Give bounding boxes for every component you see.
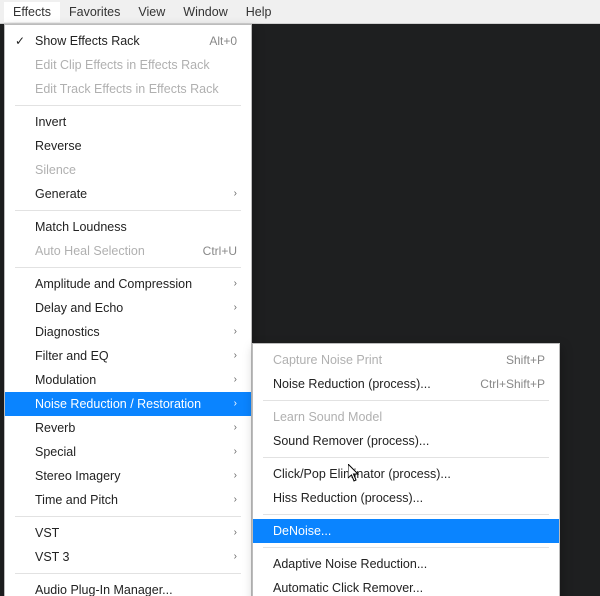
noise-submenu-item-label: Automatic Click Remover... xyxy=(273,579,423,596)
effects-menu-item[interactable]: Diagnostics › xyxy=(5,320,251,344)
effects-menu-separator xyxy=(15,516,241,517)
noise-submenu-item-label: Capture Noise Print xyxy=(273,351,382,369)
effects-menu-item[interactable]: Modulation › xyxy=(5,368,251,392)
effects-menu-item-label: Show Effects Rack xyxy=(35,32,140,50)
effects-menu-item-label: Reverb xyxy=(35,419,75,437)
shortcut-label: Shift+P xyxy=(506,351,545,369)
effects-menu-item-label: Reverse xyxy=(35,137,82,155)
submenu-arrow-icon: › xyxy=(234,323,237,341)
effects-menu-item-label: Stereo Imagery xyxy=(35,467,120,485)
noise-reduction-submenu: Capture Noise Print Shift+P Noise Reductio… xyxy=(252,343,560,596)
noise-submenu-item: Capture Noise Print Shift+P xyxy=(253,348,559,372)
noise-submenu-item[interactable]: DeNoise... xyxy=(253,519,559,543)
submenu-arrow-icon: › xyxy=(234,185,237,203)
effects-menu-separator xyxy=(15,105,241,106)
effects-menu-item[interactable]: Match Loudness xyxy=(5,215,251,239)
effects-menu-item[interactable]: Amplitude and Compression › xyxy=(5,272,251,296)
noise-submenu-item-label: Hiss Reduction (process)... xyxy=(273,489,423,507)
effects-menu-item: Silence xyxy=(5,158,251,182)
effects-menu-item[interactable]: VST › xyxy=(5,521,251,545)
submenu-arrow-icon: › xyxy=(234,275,237,293)
effects-menu-item[interactable]: Show Effects Rack Alt+0 xyxy=(5,29,251,53)
noise-submenu-separator xyxy=(263,514,549,515)
effects-menu-item[interactable]: VST 3 › xyxy=(5,545,251,569)
noise-submenu-item[interactable]: Hiss Reduction (process)... xyxy=(253,486,559,510)
effects-menu-item: Auto Heal Selection Ctrl+U xyxy=(5,239,251,263)
menubar-item-effects[interactable]: Effects xyxy=(4,2,60,22)
effects-menu-item[interactable]: Noise Reduction / Restoration › xyxy=(5,392,251,416)
submenu-arrow-icon: › xyxy=(234,467,237,485)
noise-submenu-item[interactable]: Noise Reduction (process)... Ctrl+Shift+P xyxy=(253,372,559,396)
shortcut-label: Alt+0 xyxy=(209,32,237,50)
effects-menu-item: Edit Track Effects in Effects Rack xyxy=(5,77,251,101)
effects-menu-item: Edit Clip Effects in Effects Rack xyxy=(5,53,251,77)
effects-menu-item-label: Edit Clip Effects in Effects Rack xyxy=(35,56,210,74)
effects-menu-separator xyxy=(15,573,241,574)
noise-submenu-item-label: Learn Sound Model xyxy=(273,408,382,426)
effects-menu-item-label: Noise Reduction / Restoration xyxy=(35,395,201,413)
effects-menu-separator xyxy=(15,267,241,268)
effects-menu-item-label: VST 3 xyxy=(35,548,70,566)
effects-menu-item-label: Delay and Echo xyxy=(35,299,123,317)
submenu-arrow-icon: › xyxy=(234,419,237,437)
effects-menu-item-label: Special xyxy=(35,443,76,461)
noise-submenu-item-label: Noise Reduction (process)... xyxy=(273,375,431,393)
submenu-arrow-icon: › xyxy=(234,491,237,509)
shortcut-label: Ctrl+U xyxy=(203,242,237,260)
effects-menu-item[interactable]: Special › xyxy=(5,440,251,464)
submenu-arrow-icon: › xyxy=(234,395,237,413)
effects-menu-item-label: Filter and EQ xyxy=(35,347,109,365)
effects-menu-item[interactable]: Audio Plug-In Manager... xyxy=(5,578,251,596)
effects-menu-item-label: Auto Heal Selection xyxy=(35,242,145,260)
shortcut-label: Ctrl+Shift+P xyxy=(480,375,545,393)
effects-menu-item-label: Diagnostics xyxy=(35,323,100,341)
submenu-arrow-icon: › xyxy=(234,299,237,317)
noise-submenu-item[interactable]: Adaptive Noise Reduction... xyxy=(253,552,559,576)
effects-menu-item-label: Amplitude and Compression xyxy=(35,275,192,293)
effects-menu-item-label: VST xyxy=(35,524,59,542)
menubar-item-view[interactable]: View xyxy=(129,2,174,22)
menubar: EffectsFavoritesViewWindowHelp xyxy=(0,0,600,24)
effects-menu-item-label: Match Loudness xyxy=(35,218,127,236)
menubar-item-help[interactable]: Help xyxy=(237,2,281,22)
effects-menu: Show Effects Rack Alt+0 Edit Clip Effects … xyxy=(4,24,252,596)
effects-menu-item[interactable]: Delay and Echo › xyxy=(5,296,251,320)
noise-submenu-item-label: Adaptive Noise Reduction... xyxy=(273,555,427,573)
effects-menu-separator xyxy=(15,210,241,211)
effects-menu-item[interactable]: Reverse xyxy=(5,134,251,158)
submenu-arrow-icon: › xyxy=(234,371,237,389)
noise-submenu-item-label: DeNoise... xyxy=(273,522,331,540)
noise-submenu-separator xyxy=(263,547,549,548)
effects-menu-item[interactable]: Stereo Imagery › xyxy=(5,464,251,488)
effects-menu-item-label: Time and Pitch xyxy=(35,491,118,509)
submenu-arrow-icon: › xyxy=(234,548,237,566)
effects-menu-item-label: Silence xyxy=(35,161,76,179)
effects-menu-item-label: Generate xyxy=(35,185,87,203)
effects-menu-item[interactable]: Invert xyxy=(5,110,251,134)
submenu-arrow-icon: › xyxy=(234,347,237,365)
effects-menu-item[interactable]: Time and Pitch › xyxy=(5,488,251,512)
noise-submenu-item[interactable]: Click/Pop Eliminator (process)... xyxy=(253,462,559,486)
noise-submenu-item-label: Sound Remover (process)... xyxy=(273,432,429,450)
noise-submenu-item[interactable]: Automatic Click Remover... xyxy=(253,576,559,596)
effects-menu-item-label: Modulation xyxy=(35,371,96,389)
effects-menu-item[interactable]: Generate › xyxy=(5,182,251,206)
effects-menu-item-label: Invert xyxy=(35,113,66,131)
noise-submenu-item-label: Click/Pop Eliminator (process)... xyxy=(273,465,451,483)
effects-menu-item-label: Audio Plug-In Manager... xyxy=(35,581,173,596)
noise-submenu-separator xyxy=(263,400,549,401)
effects-menu-item[interactable]: Filter and EQ › xyxy=(5,344,251,368)
effects-menu-item-label: Edit Track Effects in Effects Rack xyxy=(35,80,219,98)
noise-submenu-separator xyxy=(263,457,549,458)
noise-submenu-item: Learn Sound Model xyxy=(253,405,559,429)
noise-submenu-item[interactable]: Sound Remover (process)... xyxy=(253,429,559,453)
submenu-arrow-icon: › xyxy=(234,524,237,542)
menubar-item-window[interactable]: Window xyxy=(174,2,236,22)
submenu-arrow-icon: › xyxy=(234,443,237,461)
effects-menu-item[interactable]: Reverb › xyxy=(5,416,251,440)
menubar-item-favorites[interactable]: Favorites xyxy=(60,2,129,22)
